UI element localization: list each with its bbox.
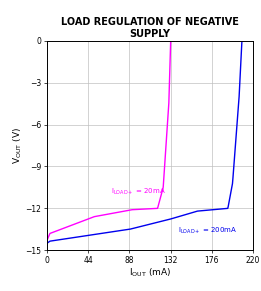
- Text: I$_\mathregular{LOAD+}$ = 200mA: I$_\mathregular{LOAD+}$ = 200mA: [178, 226, 238, 236]
- Title: LOAD REGULATION OF NEGATIVE
SUPPLY: LOAD REGULATION OF NEGATIVE SUPPLY: [61, 17, 239, 39]
- Y-axis label: V$_\mathregular{OUT}$ (V): V$_\mathregular{OUT}$ (V): [11, 127, 24, 164]
- Text: I$_\mathregular{LOAD+}$ = 20mA: I$_\mathregular{LOAD+}$ = 20mA: [111, 187, 165, 197]
- X-axis label: I$_\mathregular{OUT}$ (mA): I$_\mathregular{OUT}$ (mA): [129, 266, 171, 279]
